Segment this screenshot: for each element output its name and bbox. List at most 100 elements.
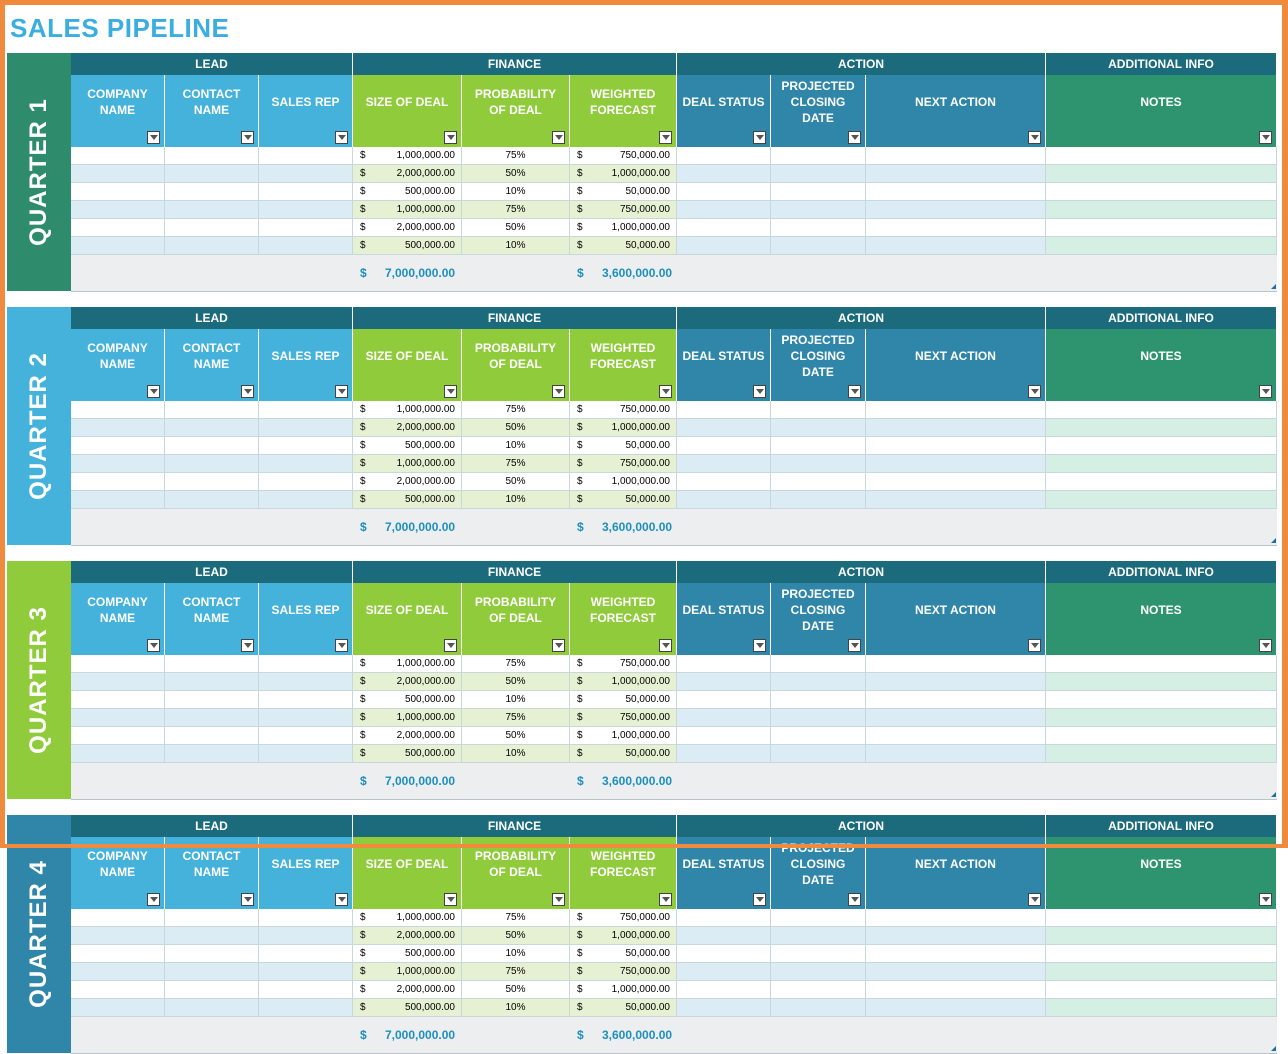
table-cell[interactable]: $1,000,000.00 <box>353 455 462 473</box>
table-cell[interactable] <box>1046 927 1277 945</box>
filter-dropdown-button[interactable] <box>659 385 672 398</box>
table-cell[interactable] <box>259 727 353 745</box>
table-cell[interactable]: $2,000,000.00 <box>353 419 462 437</box>
table-cell[interactable] <box>677 419 771 437</box>
table-cell[interactable] <box>771 491 866 509</box>
table-cell[interactable]: $50,000.00 <box>570 491 677 509</box>
table-cell[interactable] <box>866 147 1046 165</box>
table-cell[interactable] <box>677 945 771 963</box>
table-cell[interactable] <box>259 201 353 219</box>
filter-dropdown-button[interactable] <box>335 385 348 398</box>
table-cell[interactable] <box>866 491 1046 509</box>
table-cell[interactable]: 75% <box>462 963 570 981</box>
table-cell[interactable] <box>71 745 165 763</box>
table-cell[interactable]: 75% <box>462 655 570 673</box>
table-cell[interactable] <box>71 201 165 219</box>
table-cell[interactable] <box>71 981 165 999</box>
table-cell[interactable] <box>866 473 1046 491</box>
filter-dropdown-button[interactable] <box>147 639 160 652</box>
table-cell[interactable]: $500,000.00 <box>353 691 462 709</box>
table-cell[interactable]: $750,000.00 <box>570 147 677 165</box>
table-cell[interactable] <box>677 165 771 183</box>
table-cell[interactable]: 75% <box>462 455 570 473</box>
table-cell[interactable] <box>71 673 165 691</box>
table-cell[interactable] <box>677 219 771 237</box>
table-cell[interactable]: 10% <box>462 691 570 709</box>
table-cell[interactable] <box>259 709 353 727</box>
table-cell[interactable] <box>677 237 771 255</box>
table-cell[interactable] <box>165 401 259 419</box>
table-cell[interactable] <box>165 981 259 999</box>
table-cell[interactable] <box>1046 709 1277 727</box>
table-cell[interactable] <box>259 401 353 419</box>
table-cell[interactable] <box>771 981 866 999</box>
table-cell[interactable] <box>866 945 1046 963</box>
table-cell[interactable] <box>866 745 1046 763</box>
table-cell[interactable] <box>771 691 866 709</box>
table-cell[interactable]: $1,000,000.00 <box>353 147 462 165</box>
table-cell[interactable]: $1,000,000.00 <box>353 201 462 219</box>
resize-handle-icon[interactable] <box>1271 284 1276 289</box>
filter-dropdown-button[interactable] <box>335 131 348 144</box>
table-cell[interactable] <box>165 673 259 691</box>
table-cell[interactable]: $1,000,000.00 <box>570 419 677 437</box>
table-cell[interactable] <box>866 727 1046 745</box>
table-cell[interactable]: 50% <box>462 727 570 745</box>
table-cell[interactable] <box>71 927 165 945</box>
table-cell[interactable] <box>1046 727 1277 745</box>
filter-dropdown-button[interactable] <box>753 893 766 906</box>
table-cell[interactable] <box>259 237 353 255</box>
table-cell[interactable] <box>771 401 866 419</box>
table-cell[interactable]: $1,000,000.00 <box>570 727 677 745</box>
table-cell[interactable] <box>677 401 771 419</box>
table-cell[interactable] <box>71 491 165 509</box>
table-cell[interactable] <box>677 201 771 219</box>
table-cell[interactable] <box>677 963 771 981</box>
filter-dropdown-button[interactable] <box>241 385 254 398</box>
table-cell[interactable]: $50,000.00 <box>570 691 677 709</box>
table-cell[interactable]: $750,000.00 <box>570 201 677 219</box>
table-cell[interactable] <box>1046 673 1277 691</box>
table-cell[interactable] <box>866 981 1046 999</box>
filter-dropdown-button[interactable] <box>753 131 766 144</box>
table-cell[interactable] <box>1046 201 1277 219</box>
table-cell[interactable]: $1,000,000.00 <box>353 709 462 727</box>
filter-dropdown-button[interactable] <box>848 385 861 398</box>
table-cell[interactable] <box>259 745 353 763</box>
table-cell[interactable]: 75% <box>462 709 570 727</box>
table-cell[interactable] <box>259 419 353 437</box>
table-cell[interactable]: $2,000,000.00 <box>353 981 462 999</box>
filter-dropdown-button[interactable] <box>147 385 160 398</box>
table-cell[interactable] <box>71 219 165 237</box>
filter-dropdown-button[interactable] <box>1259 639 1272 652</box>
table-cell[interactable] <box>771 945 866 963</box>
table-cell[interactable] <box>165 709 259 727</box>
filter-dropdown-button[interactable] <box>1028 131 1041 144</box>
filter-dropdown-button[interactable] <box>444 893 457 906</box>
table-cell[interactable]: 10% <box>462 745 570 763</box>
table-cell[interactable] <box>165 183 259 201</box>
table-cell[interactable] <box>71 419 165 437</box>
table-cell[interactable]: 50% <box>462 419 570 437</box>
table-cell[interactable] <box>866 401 1046 419</box>
table-cell[interactable]: 50% <box>462 473 570 491</box>
table-cell[interactable]: $50,000.00 <box>570 437 677 455</box>
table-cell[interactable]: $500,000.00 <box>353 945 462 963</box>
table-cell[interactable] <box>165 437 259 455</box>
table-cell[interactable]: 10% <box>462 437 570 455</box>
table-cell[interactable] <box>165 491 259 509</box>
table-cell[interactable] <box>165 727 259 745</box>
table-cell[interactable]: $50,000.00 <box>570 945 677 963</box>
resize-handle-icon[interactable] <box>1271 538 1276 543</box>
table-cell[interactable] <box>677 437 771 455</box>
filter-dropdown-button[interactable] <box>659 131 672 144</box>
table-cell[interactable] <box>259 183 353 201</box>
table-cell[interactable] <box>71 709 165 727</box>
table-cell[interactable] <box>1046 437 1277 455</box>
table-cell[interactable]: $2,000,000.00 <box>353 219 462 237</box>
table-cell[interactable] <box>259 147 353 165</box>
table-cell[interactable]: 75% <box>462 147 570 165</box>
table-cell[interactable] <box>165 165 259 183</box>
table-cell[interactable] <box>165 219 259 237</box>
table-cell[interactable] <box>866 237 1046 255</box>
